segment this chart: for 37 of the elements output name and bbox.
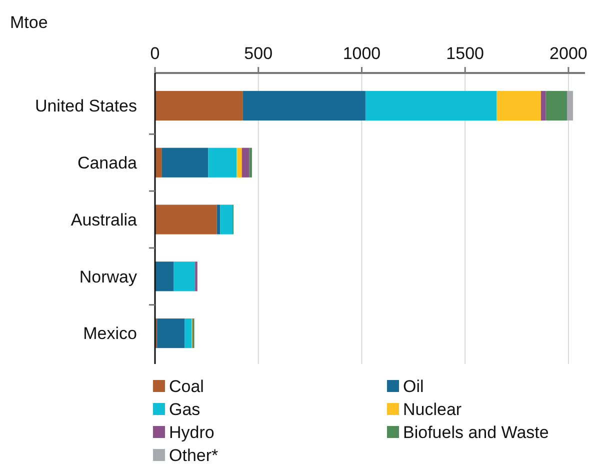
legend-label: Nuclear [403, 400, 462, 419]
x-tick-label: 1500 [446, 44, 484, 63]
x-tick-label: 1000 [342, 44, 381, 63]
bar [208, 148, 237, 178]
bar [184, 318, 192, 348]
legend-label: Other* [169, 446, 219, 464]
bar [496, 90, 541, 121]
bar [540, 90, 546, 121]
y-tick-label: United States [34, 96, 137, 116]
x-tick-label: 500 [244, 44, 273, 63]
legend-label: Hydro [169, 422, 214, 442]
x-tick-label: 2000 [550, 44, 588, 63]
bar [236, 148, 242, 178]
bar [220, 204, 233, 234]
bar [546, 90, 568, 121]
legend-label: Coal [169, 376, 204, 396]
bar [162, 148, 208, 178]
bar [242, 148, 250, 178]
legend-label: Biofuels and Waste [403, 422, 549, 442]
y-tick-label: Canada [77, 154, 138, 173]
bar [365, 90, 497, 121]
y-tick-label: Norway [79, 267, 138, 286]
bar [155, 90, 243, 121]
x-axis-title: Mtoe [10, 13, 48, 32]
bar [249, 148, 252, 178]
legend-label: Gas [169, 400, 200, 419]
x-tick-label: 0 [150, 44, 160, 63]
bar [155, 262, 174, 292]
bar [567, 90, 574, 121]
bar [216, 204, 220, 234]
bar [242, 90, 366, 121]
bar [157, 318, 185, 348]
bar [155, 204, 217, 234]
legend-label: Oil [403, 376, 424, 396]
y-tick-label: Australia [70, 210, 138, 230]
bar [174, 262, 196, 292]
y-tick-label: Mexico [83, 324, 137, 344]
